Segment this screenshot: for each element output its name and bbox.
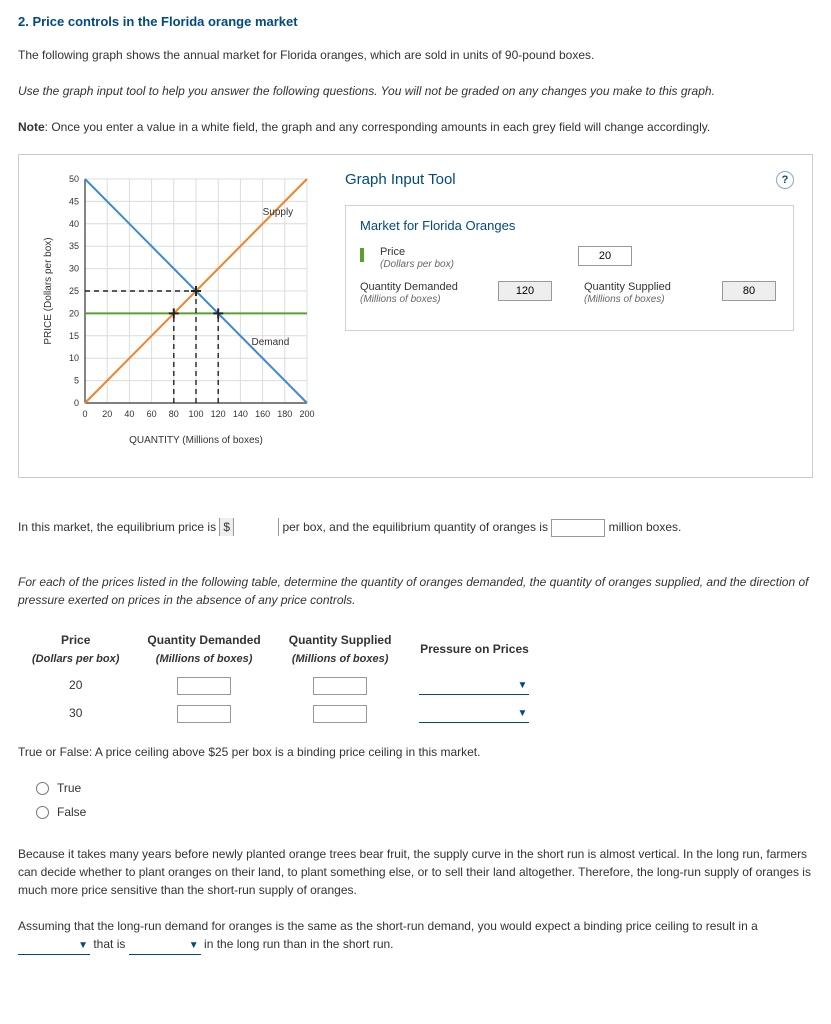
intro-paragraph-1: The following graph shows the annual mar… — [18, 46, 813, 64]
graph-input-tool-panel: 0 20 40 60 80 100 120 140 160 180 200 0 5 10 15 20 25 30 3… — [18, 154, 813, 478]
note-label: Note — [18, 120, 45, 134]
eq-price-input[interactable] — [234, 518, 278, 536]
dollar-prefix: $ — [220, 518, 234, 536]
row-qs-input[interactable] — [313, 705, 367, 723]
chart-container: 0 20 40 60 80 100 120 140 160 180 200 0 5 10 15 20 25 30 3… — [37, 169, 317, 449]
svg-text:140: 140 — [233, 409, 248, 419]
svg-text:0: 0 — [74, 398, 79, 408]
radio-true[interactable] — [36, 782, 49, 795]
price-table: Price(Dollars per box) Quantity Demanded… — [18, 627, 543, 728]
svg-text:PRICE (Dollars per box): PRICE (Dollars per box) — [43, 237, 54, 344]
market-panel-title: Market for Florida Oranges — [360, 216, 779, 236]
equilibrium-question: In this market, the equilibrium price is… — [18, 518, 813, 537]
svg-text:20: 20 — [69, 308, 79, 318]
col-qd: Quantity Demanded(Millions of boxes) — [133, 627, 274, 672]
row-pressure-dropdown[interactable]: ▼ — [419, 705, 529, 723]
longrun-paragraph: Because it takes many years before newly… — [18, 845, 813, 899]
label-true: True — [57, 779, 81, 797]
qd-output — [498, 281, 552, 301]
col-qs: Quantity Supplied(Millions of boxes) — [275, 627, 406, 672]
dropdown-larger-smaller[interactable]: ▼ — [129, 937, 201, 955]
svg-text:Demand: Demand — [252, 336, 290, 347]
intro-paragraph-2: Use the graph input tool to help you ans… — [18, 82, 813, 100]
svg-text:50: 50 — [69, 174, 79, 184]
qd-label: Quantity Demanded — [360, 281, 458, 294]
svg-text:200: 200 — [299, 409, 314, 419]
svg-text:35: 35 — [69, 241, 79, 251]
dropdown-shortage-surplus[interactable]: ▼ — [18, 937, 90, 955]
help-icon[interactable]: ? — [776, 171, 794, 189]
qs-sublabel: (Millions of boxes) — [584, 294, 671, 306]
eq-post: million boxes. — [609, 520, 682, 534]
row-price: 30 — [18, 699, 133, 727]
svg-text:5: 5 — [74, 375, 79, 385]
final-question: Assuming that the long-run demand for or… — [18, 917, 813, 955]
label-false: False — [57, 803, 86, 821]
row-qs-input[interactable] — [313, 677, 367, 695]
row-pressure-dropdown[interactable]: ▼ — [419, 677, 529, 695]
eq-qty-input[interactable] — [551, 519, 605, 537]
qs-label: Quantity Supplied — [584, 281, 671, 294]
svg-text:25: 25 — [69, 286, 79, 296]
tool-title: Graph Input Tool — [345, 169, 456, 192]
final-pre: Assuming that the long-run demand for or… — [18, 919, 758, 933]
svg-text:180: 180 — [277, 409, 292, 419]
svg-text:QUANTITY (Millions of boxes): QUANTITY (Millions of boxes) — [129, 435, 263, 446]
svg-text:20: 20 — [102, 409, 112, 419]
svg-text:10: 10 — [69, 353, 79, 363]
col-pressure: Pressure on Prices — [405, 627, 543, 672]
col-price: Price(Dollars per box) — [18, 627, 133, 672]
note-text: : Once you enter a value in a white fiel… — [45, 120, 711, 134]
table-row: 20 ▼ — [18, 671, 543, 699]
tf-prompt: True or False: A price ceiling above $25… — [18, 743, 813, 761]
eq-pre: In this market, the equilibrium price is — [18, 520, 216, 534]
final-mid1: that is — [93, 937, 125, 951]
svg-text:45: 45 — [69, 196, 79, 206]
svg-text:120: 120 — [211, 409, 226, 419]
table-intro: For each of the prices listed in the fol… — [18, 573, 813, 609]
market-panel: Market for Florida Oranges Price (Dollar… — [345, 205, 794, 331]
radio-false[interactable] — [36, 806, 49, 819]
qs-output — [722, 281, 776, 301]
svg-text:40: 40 — [69, 218, 79, 228]
note-paragraph: Note: Once you enter a value in a white … — [18, 118, 813, 136]
row-qd-input[interactable] — [177, 677, 231, 695]
row-price: 20 — [18, 671, 133, 699]
qd-sublabel: (Millions of boxes) — [360, 294, 458, 306]
svg-text:40: 40 — [124, 409, 134, 419]
svg-text:80: 80 — [169, 409, 179, 419]
svg-text:15: 15 — [69, 330, 79, 340]
supply-demand-chart[interactable]: 0 20 40 60 80 100 120 140 160 180 200 0 5 10 15 20 25 30 3… — [37, 169, 317, 449]
svg-text:Supply: Supply — [263, 206, 294, 217]
price-input[interactable] — [578, 246, 632, 266]
price-tick-icon — [360, 248, 364, 262]
row-qd-input[interactable] — [177, 705, 231, 723]
price-label: Price — [380, 246, 454, 259]
eq-mid: per box, and the equilibrium quantity of… — [282, 520, 548, 534]
price-sublabel: (Dollars per box) — [380, 259, 454, 271]
svg-text:30: 30 — [69, 263, 79, 273]
svg-text:100: 100 — [188, 409, 203, 419]
svg-text:60: 60 — [147, 409, 157, 419]
question-heading: 2. Price controls in the Florida orange … — [18, 12, 813, 32]
svg-text:0: 0 — [82, 409, 87, 419]
svg-text:160: 160 — [255, 409, 270, 419]
table-row: 30 ▼ — [18, 699, 543, 727]
final-post: in the long run than in the short run. — [204, 937, 393, 951]
